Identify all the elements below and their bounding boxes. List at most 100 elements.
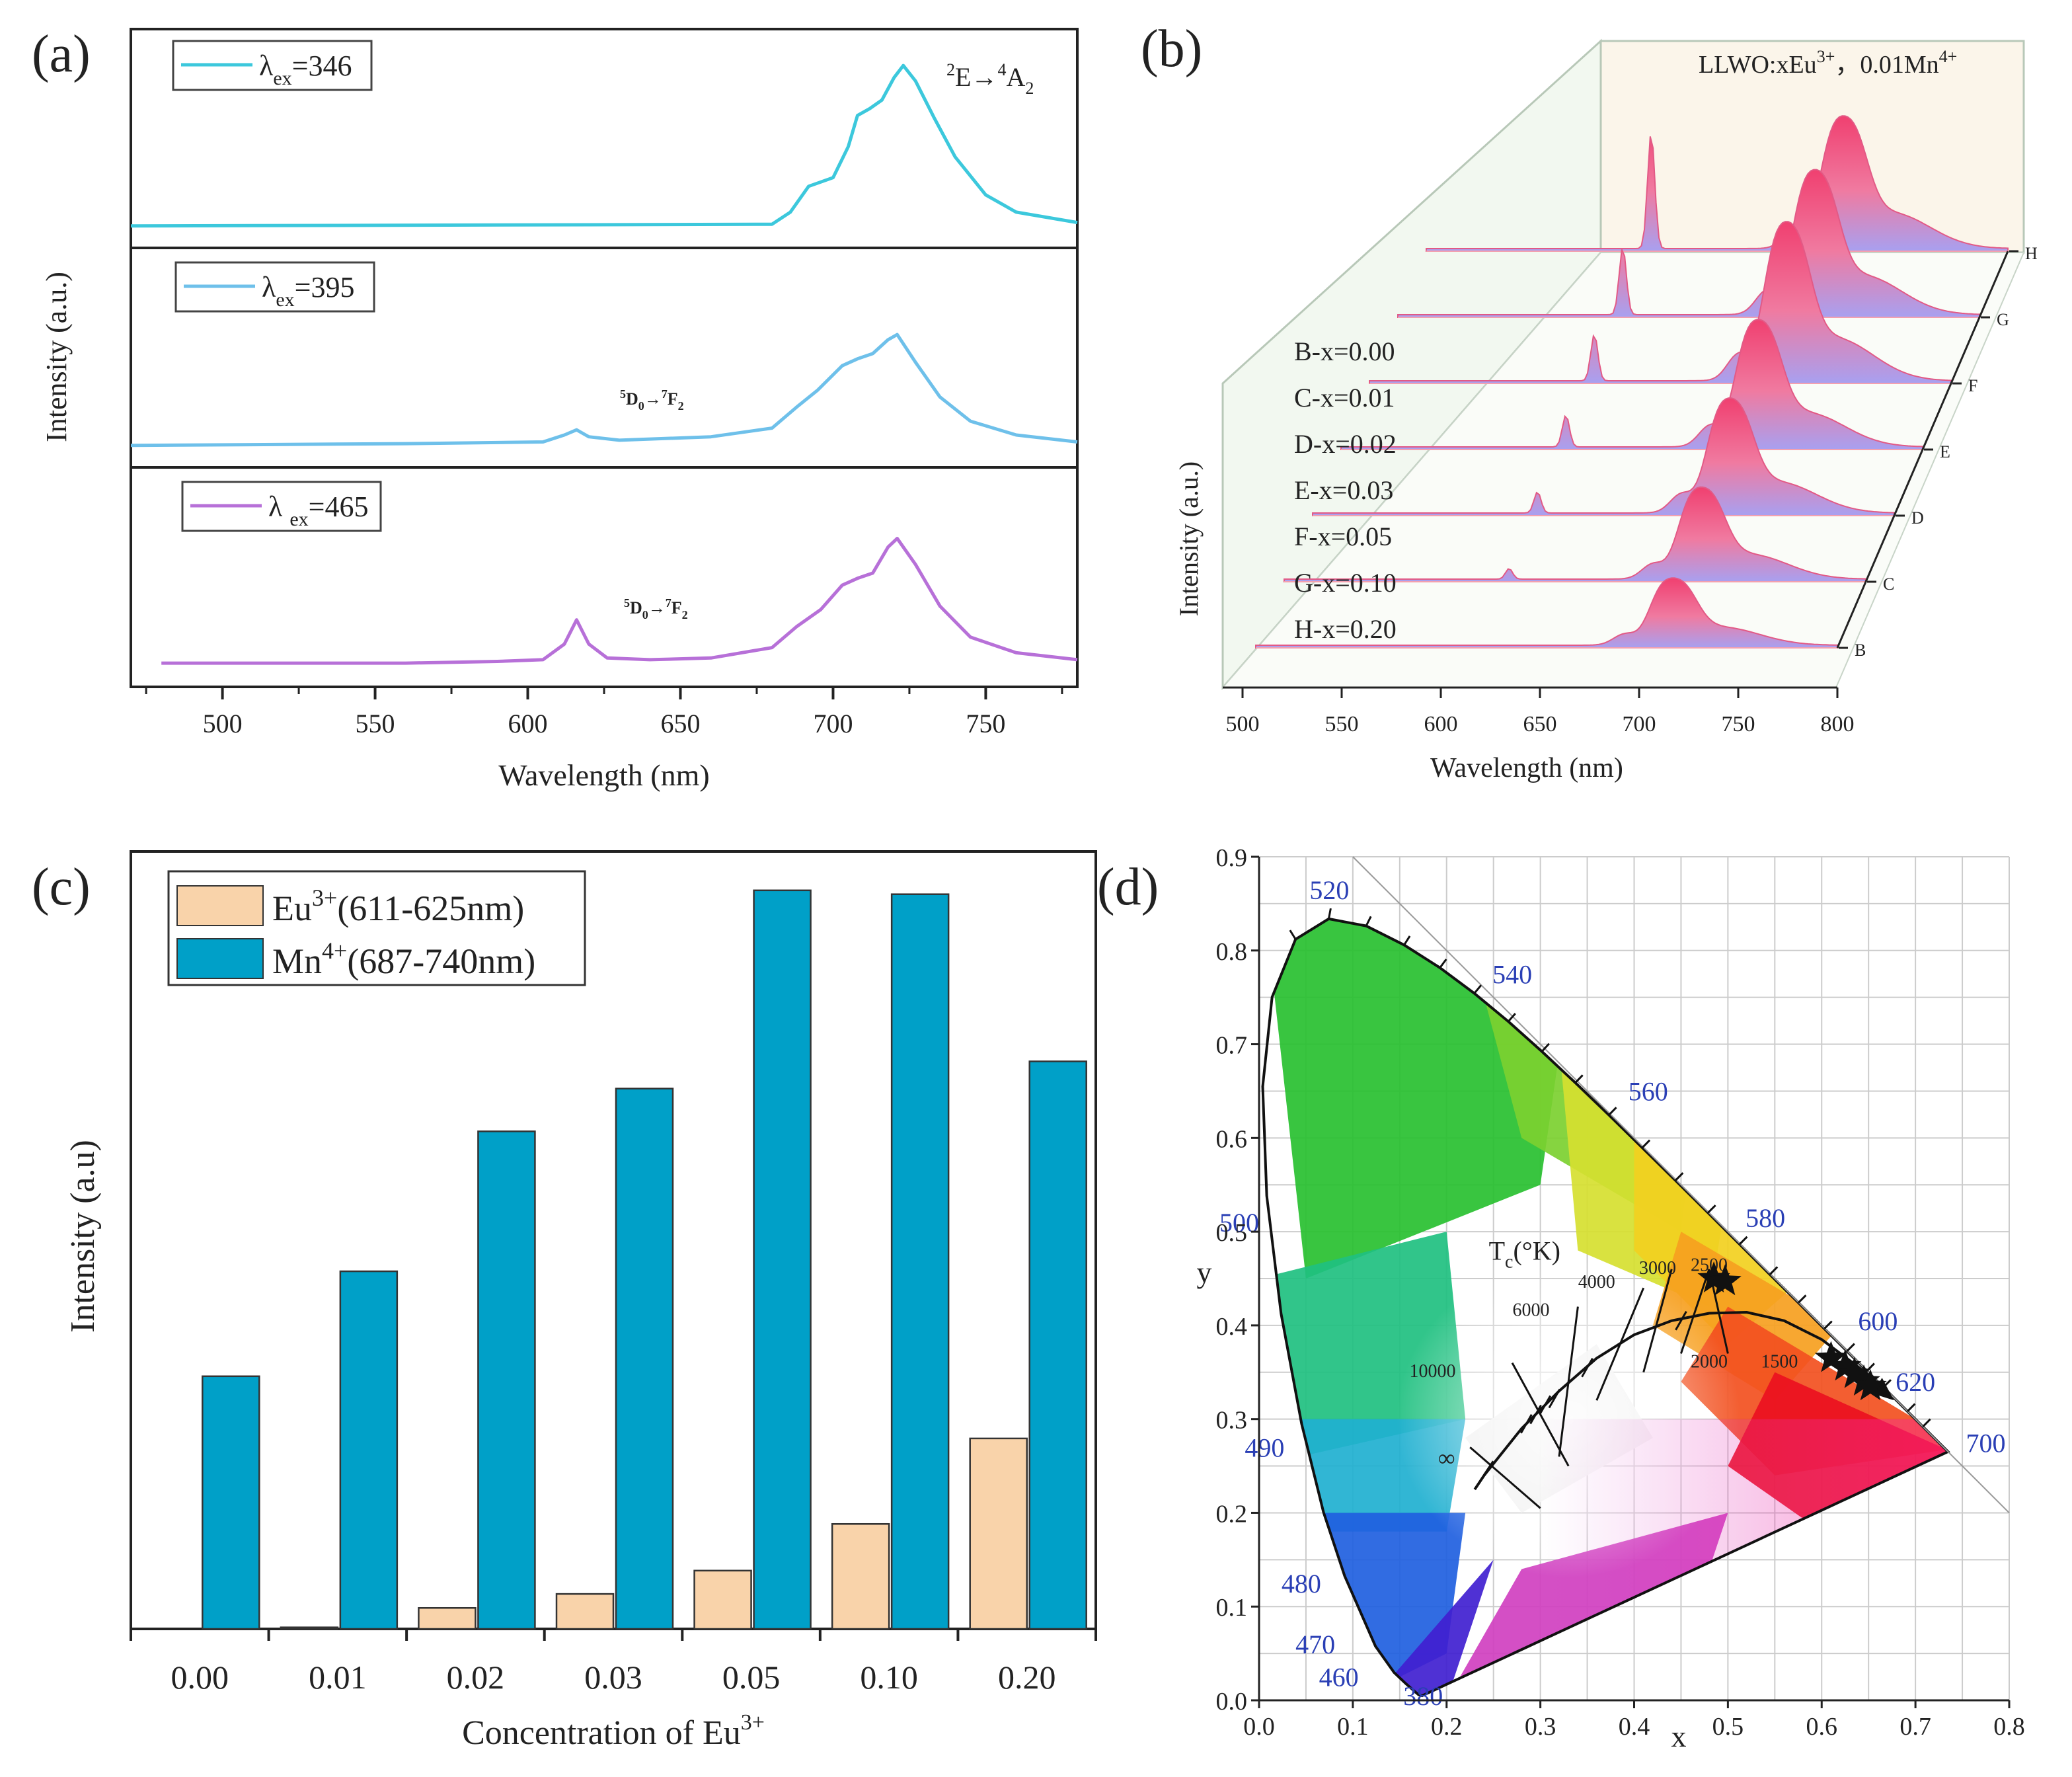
x-tick-label: 0.02 <box>447 1659 505 1696</box>
legend-entry: D-x=0.02 <box>1294 429 1397 459</box>
x-axis-label: Wavelength (nm) <box>1430 753 1623 783</box>
x-axis: 0.00 0.01 0.02 0.03 0.05 0.10 0.20 <box>130 1629 1097 1696</box>
axes: 0.0 0.1 0.2 0.3 0.4 0.5 0.6 0.7 0.8 0.0 0.1 0.2 0.3 0… <box>1216 844 2025 1741</box>
panel-a-frame <box>130 28 1079 688</box>
locus-tick <box>1541 1043 1550 1052</box>
cct-label: 6000 <box>1512 1300 1549 1321</box>
panel-label-c: (c) <box>32 858 91 916</box>
bar-eu-0.05 <box>693 1569 752 1630</box>
y-axis-label: Intensity (a.u.) <box>1174 461 1204 616</box>
legend-value: =465 <box>309 491 369 523</box>
locus-tick <box>1675 1172 1684 1181</box>
legend-symbol: λ <box>268 491 289 523</box>
x-tick-label: 0.7 <box>1899 1713 1931 1741</box>
color-region <box>1371 1560 1494 1696</box>
y-tick-label: 0.8 <box>1216 938 1248 966</box>
x-tick-label: 0.05 <box>722 1659 781 1696</box>
subscript: 2 <box>678 399 684 413</box>
slice-D <box>1312 397 1895 516</box>
sample-star <box>1838 1357 1871 1388</box>
infinity-end <box>1473 1460 1495 1491</box>
locus-tick <box>1327 908 1332 920</box>
locus-tick <box>1439 959 1447 968</box>
series-label: C <box>1883 574 1894 594</box>
series-label: H <box>2025 244 2038 263</box>
x-tick-label: 800 <box>1821 712 1855 736</box>
bar-eu-0.01 <box>280 1626 339 1630</box>
x-tick-label: 750 <box>1722 712 1755 736</box>
isotherm-tick <box>1520 1414 1533 1434</box>
waterfall-slices: H G F E D C B <box>1255 115 2038 660</box>
wavelength-label: 560 <box>1629 1077 1668 1107</box>
legend-entry: G-x=0.10 <box>1294 568 1397 598</box>
locus-tick <box>1707 1204 1716 1214</box>
wavelength-label: 460 <box>1319 1663 1359 1692</box>
cct-label: 2000 <box>1691 1352 1728 1372</box>
legend-entry: H-x=0.20 <box>1294 614 1397 644</box>
bar-mn-0.02 <box>477 1130 536 1630</box>
x-tick-label: 0.6 <box>1806 1713 1838 1741</box>
legend-label: λex=395 <box>262 271 355 311</box>
cct-label: 4000 <box>1578 1272 1615 1292</box>
legend: Eu3+(611-625nm) Mn4+(687-740nm) <box>167 870 586 986</box>
legend-entry: F-x=0.05 <box>1294 522 1392 551</box>
x-axis-label: Concentration of Eu3+ <box>462 1710 765 1752</box>
series-label: E <box>1940 442 1950 461</box>
y-tick-label: 0.0 <box>1216 1688 1248 1716</box>
locus-tick <box>1922 1418 1931 1428</box>
transition-annotation: 2E→4A2 <box>946 60 1034 98</box>
bar-mn-0.05 <box>753 889 812 1630</box>
x-tick-label: 0.01 <box>309 1659 367 1696</box>
x-tick-label: 0.3 <box>1525 1713 1556 1741</box>
locus-tick <box>1473 984 1482 994</box>
text: E→ <box>955 62 997 92</box>
locus-tick <box>1823 1320 1833 1329</box>
cct-label: 2500 <box>1691 1255 1728 1276</box>
x-tick-label: 0.1 <box>1337 1713 1369 1741</box>
sample-star <box>1708 1264 1742 1296</box>
legend-symbol: λ <box>259 50 274 82</box>
x-tick-label: 650 <box>1523 712 1557 736</box>
x-tick-label: 0.0 <box>1243 1713 1275 1741</box>
x-axis-label: x <box>1671 1719 1687 1753</box>
locus-tick <box>1907 1403 1916 1412</box>
panel-label-b: (b) <box>1141 20 1202 78</box>
legend-subscript: ex <box>289 508 308 530</box>
x-tick-label: 700 <box>813 709 853 738</box>
y-axis-label: Intensity (a.u) <box>64 1140 102 1333</box>
superscript: 7 <box>666 596 671 610</box>
x-tick-label: 750 <box>966 709 1005 738</box>
locus-tick <box>1769 1266 1779 1275</box>
text: D <box>630 598 642 617</box>
x-tick-label: 500 <box>1226 712 1260 736</box>
isotherm <box>1595 1287 1645 1401</box>
legend-symbol: λ <box>262 271 276 303</box>
bar-mn-0.01 <box>339 1270 399 1630</box>
series-label: F <box>1968 376 1977 395</box>
panel-c: (c) 0.00 0.01 0.02 0.03 0.05 0.10 0.20 Eu3+(61… <box>32 850 1097 1752</box>
superscript: 4 <box>997 60 1006 79</box>
transition-annotation: 5D0→7F2 <box>620 387 684 413</box>
cie-diagram: 3804604704804905005205405605806006207001… <box>1219 856 2010 1711</box>
slice-E <box>1340 319 1923 450</box>
isotherm <box>1680 1269 1710 1354</box>
wavelength-label: 700 <box>1966 1428 2006 1458</box>
wavelength-label: 540 <box>1492 959 1532 989</box>
wavelength-label: 480 <box>1282 1569 1321 1599</box>
text: → <box>648 598 666 617</box>
slice-B <box>1255 577 1838 649</box>
subscript: 0 <box>638 399 644 413</box>
legend-subscript: ex <box>273 67 291 89</box>
y-tick-label: 0.3 <box>1216 1407 1248 1435</box>
text: A <box>1006 62 1025 92</box>
panel-label-a: (a) <box>32 25 91 83</box>
bars <box>202 889 1087 1630</box>
x-tick-label: 650 <box>660 709 700 738</box>
bar-mn-0.03 <box>615 1087 674 1630</box>
legend-entry: E-x=0.03 <box>1294 475 1393 505</box>
superscript: 5 <box>624 596 630 610</box>
slice-H <box>1426 115 2009 252</box>
cct-axis-title: Tc(°K) <box>1489 1236 1560 1273</box>
locus-tick <box>1574 1074 1584 1084</box>
